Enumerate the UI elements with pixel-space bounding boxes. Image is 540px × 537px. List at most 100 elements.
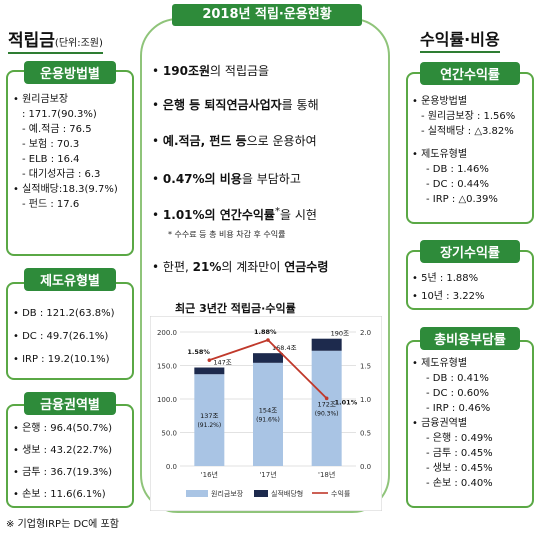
y-right-tick: 0.0 [360, 463, 371, 471]
statement-6-a: 한편, [162, 260, 193, 274]
y-right-tick: 0.5 [360, 430, 371, 438]
bar-principal [311, 350, 342, 466]
annual-list: 운용방법별 - 원리금보장 : 1.56% - 실적배당 : △3.82% 제도유형별… [412, 94, 515, 207]
list-item: - 보험 : 70.3 [22, 139, 80, 150]
left-column-title: 적립금(단위:조원) [8, 26, 103, 54]
total-label: 147조 [213, 359, 231, 367]
statement-4-bold: 0.47%의 비용 [162, 172, 242, 186]
fund-chart: 0.0 50.0 100.0 150.0 200.0 0.0 0.5 1.0 1.5 2.0 137… [150, 316, 382, 511]
list-item: - 손보 : 0.40% [426, 478, 493, 489]
rate-label: 1.58% [187, 348, 210, 356]
y-left-tick: 50.0 [161, 430, 177, 438]
list-item: - 대기성자금 : 6.3 [22, 169, 101, 180]
list-item: 5년 : 1.88% [412, 270, 485, 288]
chart-layer: 0.0 50.0 100.0 150.0 200.0 0.0 0.5 1.0 1.5 2.0 137… [157, 328, 371, 498]
statement-4-text: 을 부담하고 [241, 172, 301, 186]
method-head: 운용방법별 [24, 61, 116, 84]
statement-3-bold: 예.적금, 펀드 등 [162, 134, 247, 148]
list-item: - IRP : △0.39% [426, 194, 498, 205]
rate-point [207, 358, 212, 362]
list-item: 은행 : 96.4(50.7%) [13, 418, 112, 440]
cost-list: 제도유형별 - DB : 0.41% - DC : 0.60% - IRP : 0.4… [412, 356, 493, 491]
x-tick-label: '16년 [201, 470, 218, 479]
list-item: 제도유형별 [412, 147, 515, 162]
bar-pct-label: (91.6%) [256, 416, 280, 423]
statement-1: • 190조원의 적립금을 [152, 64, 270, 78]
list-item [412, 139, 515, 147]
center-head: 2018년 적립·운용현황 [172, 4, 362, 26]
total-label: 168.4조 [272, 344, 297, 352]
bar-performance [253, 353, 283, 363]
rate-point [266, 338, 270, 342]
list-item: - 은행 : 0.49% [426, 433, 493, 444]
statement-5-star: * [274, 206, 280, 217]
statement-3: • 예.적금, 펀드 등으로 운용하여 [152, 134, 317, 148]
bar-value-label: 137조 [200, 412, 218, 420]
statement-1-bold: 190조원 [162, 64, 211, 78]
list-item: - IRP : 0.46% [426, 403, 491, 414]
y-left-tick: 150.0 [157, 363, 177, 371]
list-item: DC : 49.7(26.1%) [13, 325, 115, 348]
list-item: 실적배당:18.3(9.7%) [13, 182, 118, 197]
y-left-tick: 100.0 [157, 396, 177, 404]
y-left-tick: 200.0 [157, 329, 177, 337]
list-item: - DB : 1.46% [426, 164, 489, 175]
list-item: - DC : 0.60% [426, 388, 489, 399]
y-right-tick: 1.0 [360, 396, 371, 404]
list-item: - 생보 : 0.45% [426, 463, 493, 474]
statement-5: • 1.01%의 연간수익률*을 시현 [152, 206, 317, 222]
list-item: - DC : 0.44% [426, 179, 489, 190]
list-item: 손보 : 11.6(6.1%) [13, 484, 112, 506]
statement-6-bold-2: 연금수령 [284, 260, 329, 274]
list-item: 생보 : 43.2(22.7%) [13, 440, 112, 462]
y-left-tick: 0.0 [166, 463, 177, 471]
left-unit: (단위:조원) [54, 38, 103, 49]
long-list: 5년 : 1.88%10년 : 3.22% [412, 270, 485, 306]
x-tick-label: '17년 [259, 470, 276, 479]
list-item: - 금투 : 0.45% [426, 448, 493, 459]
statement-6-bold: 21% [192, 260, 222, 274]
finance-list: 은행 : 96.4(50.7%)생보 : 43.2(22.7%)금투 : 36.… [13, 418, 112, 506]
list-item: - 원리금보장 : 1.56% [421, 111, 516, 122]
statement-2-text: 를 통해 [281, 98, 319, 112]
list-item: 금투 : 36.7(19.3%) [13, 462, 112, 484]
rate-point [324, 396, 329, 401]
statement-6-text: 의 계좌만이 [221, 260, 285, 274]
legend-performance-swatch [254, 490, 268, 497]
bar-pct-label: (91.2%) [197, 422, 221, 429]
right-column-title: 수익률·비용 [420, 26, 500, 53]
list-item: - 예.적금 : 76.5 [22, 124, 92, 135]
bar-principal [194, 374, 225, 466]
bar-performance [194, 367, 225, 375]
system-list: DB : 121.2(63.8%)DC : 49.7(26.1%)IRP : 1… [13, 302, 115, 371]
statement-5-note: * 수수료 등 총 비용 차감 후 수익률 [168, 230, 286, 239]
statement-6: • 한편, 21%의 계좌만이 연금수령 [152, 260, 329, 274]
total-label: 190조 [331, 330, 349, 338]
rate-label: 1.01% [335, 398, 358, 406]
list-item: 제도유형별 [412, 356, 493, 371]
bar-pct-label: (90.3%) [315, 410, 339, 417]
bar-performance [311, 338, 342, 351]
statement-3-text: 으로 운용하여 [246, 134, 317, 148]
list-item: DB : 121.2(63.8%) [13, 302, 115, 325]
list-item: 운용방법별 [412, 94, 515, 109]
finance-head: 금융권역별 [24, 392, 116, 415]
statement-4: • 0.47%의 비용을 부담하고 [152, 172, 301, 186]
bar-value-label: 172조 [317, 400, 335, 408]
y-right-tick: 2.0 [360, 329, 371, 337]
statement-2: • 은행 등 퇴직연금사업자를 통해 [152, 98, 319, 112]
x-tick-label: '18년 [318, 470, 335, 479]
list-item: - 펀드 : 17.6 [22, 199, 80, 210]
rate-label: 1.88% [254, 328, 277, 336]
list-item: - 실적배당 : △3.82% [421, 126, 514, 137]
left-title-text: 적립금 [8, 31, 55, 51]
statement-2-bold: 은행 등 퇴직연금사업자 [162, 98, 282, 112]
legend-principal-swatch [186, 490, 208, 497]
chart-title: 최근 3년간 적립금·수익률 [175, 302, 296, 315]
list-item: 금융권역별 [412, 416, 493, 431]
bar-value-label: 154조 [259, 406, 277, 414]
list-item: IRP : 19.2(10.1%) [13, 348, 115, 371]
list-item: 10년 : 3.22% [412, 288, 484, 306]
list-item: 원리금보장 [13, 92, 118, 107]
bar-principal [253, 362, 283, 466]
